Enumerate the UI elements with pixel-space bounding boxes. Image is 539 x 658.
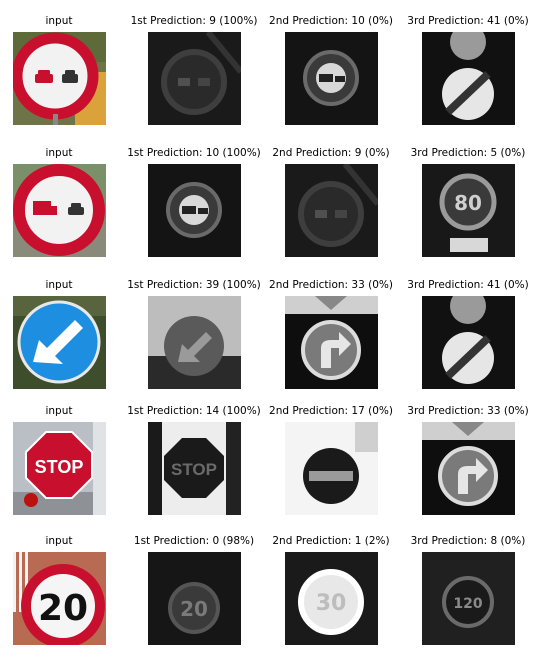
prediction-caption: 2nd Prediction: 10 (0%) — [269, 15, 393, 27]
svg-text:120: 120 — [453, 596, 482, 612]
gray-turn-right-ahead — [285, 296, 378, 389]
prediction-caption: 3rd Prediction: 8 (0%) — [410, 535, 526, 547]
input-caption: input — [45, 405, 73, 417]
input-cell: input STOP — [0, 404, 126, 519]
gray-no-overtaking-trucks — [148, 164, 241, 257]
photo-speed-limit-20: 20 — [13, 552, 106, 645]
prediction-image — [285, 164, 378, 257]
prediction-image — [422, 32, 515, 125]
prediction-cell: 1st Prediction: 10 (100%) — [127, 146, 261, 261]
prediction-cell: 2nd Prediction: 33 (0%) — [264, 278, 398, 393]
photo-no-overtaking-trucks — [13, 164, 106, 257]
photo-no-overtaking — [13, 32, 106, 125]
prediction-image: 30 — [285, 552, 378, 645]
gray-end-of-no-passing — [422, 296, 515, 389]
gray-speed-limit-30: 30 — [285, 552, 378, 645]
photo-stop: STOP — [13, 422, 106, 515]
gray-no-overtaking — [148, 32, 241, 125]
gray-speed-limit-120: 120 — [422, 552, 515, 645]
svg-text:30: 30 — [316, 591, 347, 616]
gray-no-overtaking-trucks — [285, 32, 378, 125]
prediction-cell: 2nd Prediction: 1 (2%) 30 — [264, 534, 398, 649]
prediction-image — [285, 296, 378, 389]
svg-text:20: 20 — [38, 588, 88, 629]
prediction-caption: 2nd Prediction: 33 (0%) — [269, 279, 393, 291]
prediction-caption: 2nd Prediction: 9 (0%) — [272, 147, 390, 159]
prediction-cell: 1st Prediction: 9 (100%) — [127, 14, 261, 129]
input-image — [13, 296, 106, 389]
prediction-caption: 1st Prediction: 10 (100%) — [127, 147, 261, 159]
prediction-caption: 3rd Prediction: 33 (0%) — [407, 405, 529, 417]
prediction-caption: 2nd Prediction: 1 (2%) — [272, 535, 390, 547]
prediction-image — [148, 164, 241, 257]
prediction-caption: 3rd Prediction: 41 (0%) — [407, 15, 529, 27]
prediction-image — [422, 422, 515, 515]
input-caption: input — [45, 147, 73, 159]
input-caption: input — [45, 535, 73, 547]
prediction-caption: 3rd Prediction: 5 (0%) — [410, 147, 526, 159]
prediction-image — [285, 422, 378, 515]
prediction-caption: 1st Prediction: 0 (98%) — [133, 535, 255, 547]
input-image — [13, 32, 106, 125]
prediction-cell: 3rd Prediction: 8 (0%) 120 — [401, 534, 535, 649]
input-caption: input — [45, 15, 73, 27]
gray-no-overtaking — [285, 164, 378, 257]
prediction-cell: 3rd Prediction: 5 (0%) 80 — [401, 146, 535, 261]
input-image — [13, 164, 106, 257]
gray-no-entry — [285, 422, 378, 515]
input-cell: input 20 — [0, 534, 126, 649]
prediction-image: 80 — [422, 164, 515, 257]
prediction-cell: 3rd Prediction: 41 (0%) — [401, 278, 535, 393]
input-image: 20 — [13, 552, 106, 645]
prediction-caption: 1st Prediction: 39 (100%) — [127, 279, 261, 291]
prediction-image: 120 — [422, 552, 515, 645]
prediction-cell: 3rd Prediction: 41 (0%) — [401, 14, 535, 129]
prediction-image — [148, 296, 241, 389]
prediction-image: 20 — [148, 552, 241, 645]
gray-turn-right-ahead — [422, 422, 515, 515]
gray-speed-limit-80: 80 — [422, 164, 515, 257]
input-caption: input — [45, 279, 73, 291]
prediction-cell: 3rd Prediction: 33 (0%) — [401, 404, 535, 519]
prediction-image: STOP — [148, 422, 241, 515]
input-cell: input — [0, 278, 126, 393]
gray-keep-left — [148, 296, 241, 389]
svg-text:80: 80 — [454, 191, 482, 215]
prediction-cell: 1st Prediction: 0 (98%) 20 — [127, 534, 261, 649]
prediction-cell: 1st Prediction: 39 (100%) — [127, 278, 261, 393]
input-cell: input — [0, 14, 126, 129]
svg-text:STOP: STOP — [35, 457, 84, 477]
gray-end-of-no-passing — [422, 32, 515, 125]
prediction-cell: 2nd Prediction: 17 (0%) — [264, 404, 398, 519]
prediction-image — [285, 32, 378, 125]
prediction-cell: 2nd Prediction: 10 (0%) — [264, 14, 398, 129]
svg-text:STOP: STOP — [171, 460, 217, 479]
prediction-cell: 2nd Prediction: 9 (0%) — [264, 146, 398, 261]
prediction-caption: 1st Prediction: 14 (100%) — [127, 405, 261, 417]
input-image: STOP — [13, 422, 106, 515]
input-cell: input — [0, 146, 126, 261]
prediction-image — [148, 32, 241, 125]
gray-stop: STOP — [148, 422, 241, 515]
prediction-image — [422, 296, 515, 389]
prediction-caption: 3rd Prediction: 41 (0%) — [407, 279, 529, 291]
gray-speed-limit-20: 20 — [148, 552, 241, 645]
prediction-cell: 1st Prediction: 14 (100%) STOP — [127, 404, 261, 519]
prediction-caption: 2nd Prediction: 17 (0%) — [269, 405, 393, 417]
photo-keep-left — [13, 296, 106, 389]
svg-text:20: 20 — [180, 597, 208, 621]
prediction-caption: 1st Prediction: 9 (100%) — [130, 15, 258, 27]
